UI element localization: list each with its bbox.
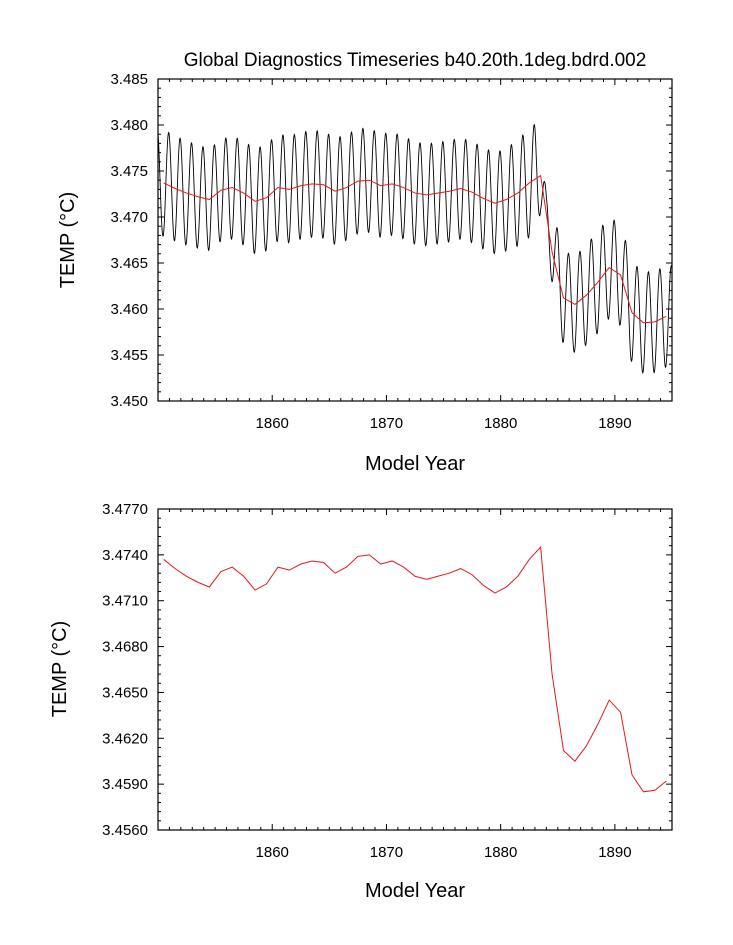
y-tick-label: 3.4620 — [102, 730, 148, 747]
top-y-tick-labels: 3.450 3.455 3.460 3.465 3.470 3.475 3.480 3.485 — [110, 71, 148, 410]
y-tick-label: 3.4770 — [102, 501, 148, 518]
bottom-x-tick-labels: 1860 1870 1880 1890 — [256, 844, 632, 861]
bottom-y-axis-label: TEMP (°C) — [49, 621, 71, 718]
x-tick-label: 1860 — [256, 844, 289, 861]
annual-mean-series-line — [163, 174, 667, 324]
bottom-y-tick-labels: 3.4560 3.4590 3.4620 3.4650 3.4680 3.4710 3.47… — [102, 501, 148, 839]
y-tick-label: 3.475 — [110, 163, 148, 180]
bottom-x-axis-label: Model Year — [365, 880, 465, 902]
y-tick-label: 3.4740 — [102, 547, 148, 564]
top-x-tick-labels: 1860 1870 1880 1890 — [256, 415, 632, 432]
x-tick-label: 1880 — [484, 415, 517, 432]
top-plot-frame — [157, 78, 673, 402]
y-tick-label: 3.465 — [110, 255, 148, 272]
bottom-chart: 3.4560 3.4590 3.4620 3.4650 3.4680 3.4710 3.47… — [49, 501, 673, 902]
y-tick-label: 3.455 — [110, 347, 148, 364]
top-chart: Global Diagnostics Timeseries b40.20th.1… — [57, 50, 673, 475]
x-tick-label: 1870 — [370, 415, 403, 432]
y-tick-label: 3.450 — [110, 393, 148, 410]
x-tick-label: 1880 — [484, 844, 517, 861]
x-tick-label: 1890 — [598, 844, 631, 861]
y-tick-label: 3.485 — [110, 71, 148, 88]
x-tick-label: 1860 — [256, 415, 289, 432]
y-tick-label: 3.4590 — [102, 776, 148, 793]
y-tick-label: 3.460 — [110, 301, 148, 318]
monthly-series-line — [157, 123, 673, 374]
bottom-ticks — [157, 508, 673, 831]
y-tick-label: 3.470 — [110, 209, 148, 226]
chart-title: Global Diagnostics Timeseries b40.20th.1… — [184, 50, 647, 71]
top-y-axis-label: TEMP (°C) — [57, 192, 79, 289]
bottom-plot-frame — [157, 508, 673, 831]
bottom-annual-mean-series-line — [163, 546, 667, 793]
x-tick-label: 1890 — [598, 415, 631, 432]
x-tick-label: 1870 — [370, 844, 403, 861]
y-tick-label: 3.4710 — [102, 593, 148, 610]
y-tick-label: 3.4680 — [102, 639, 148, 656]
y-tick-label: 3.4560 — [102, 822, 148, 839]
top-x-axis-label: Model Year — [365, 453, 465, 475]
y-tick-label: 3.480 — [110, 117, 148, 134]
y-tick-label: 3.4650 — [102, 684, 148, 701]
